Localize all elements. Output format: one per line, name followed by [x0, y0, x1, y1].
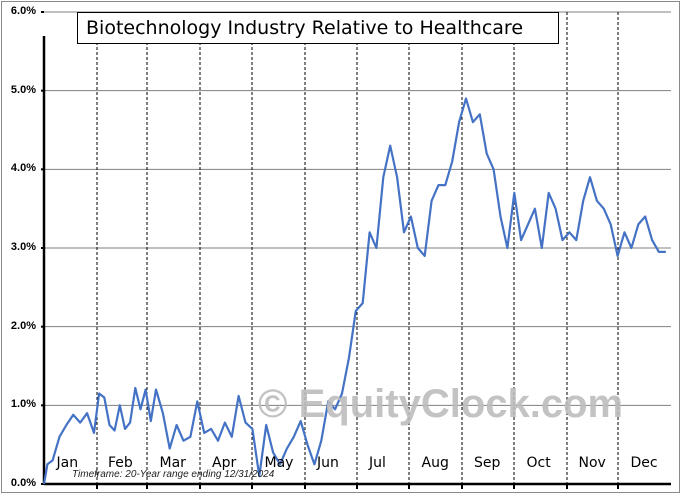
month-label-jul: Jul [369, 455, 386, 471]
month-label-nov: Nov [578, 455, 606, 471]
month-label-may: May [264, 455, 294, 471]
y-axis-label: 6.0% [10, 5, 36, 17]
month-label-sep: Sep [474, 455, 501, 471]
y-axis-label: 5.0% [10, 83, 36, 96]
month-label-mar: Mar [159, 455, 186, 471]
watermark: © EquityClock.com [258, 382, 624, 426]
y-axis-label: 0.0% [10, 477, 36, 489]
month-label-apr: Apr [212, 455, 237, 471]
chart-title: Biotechnology Industry Relative to Healt… [77, 12, 559, 44]
month-label-oct: Oct [526, 455, 551, 471]
month-label-dec: Dec [630, 455, 658, 471]
month-divider-lines [96, 12, 619, 484]
y-axis-label: 3.0% [10, 241, 36, 253]
axis-ticks [41, 11, 619, 489]
month-label-jun: Jun [317, 455, 339, 471]
month-label-jan: Jan [56, 455, 79, 471]
series-line [42, 97, 666, 485]
y-axis-label: 2.0% [10, 319, 36, 332]
y-axis-label: 1.0% [10, 398, 36, 411]
y-axis-label: 4.0% [10, 162, 36, 175]
timeframe-note: Timeframe: 20-Year range ending 12/31/20… [72, 469, 275, 480]
month-label-aug: Aug [421, 455, 449, 471]
month-label-feb: Feb [108, 455, 133, 471]
